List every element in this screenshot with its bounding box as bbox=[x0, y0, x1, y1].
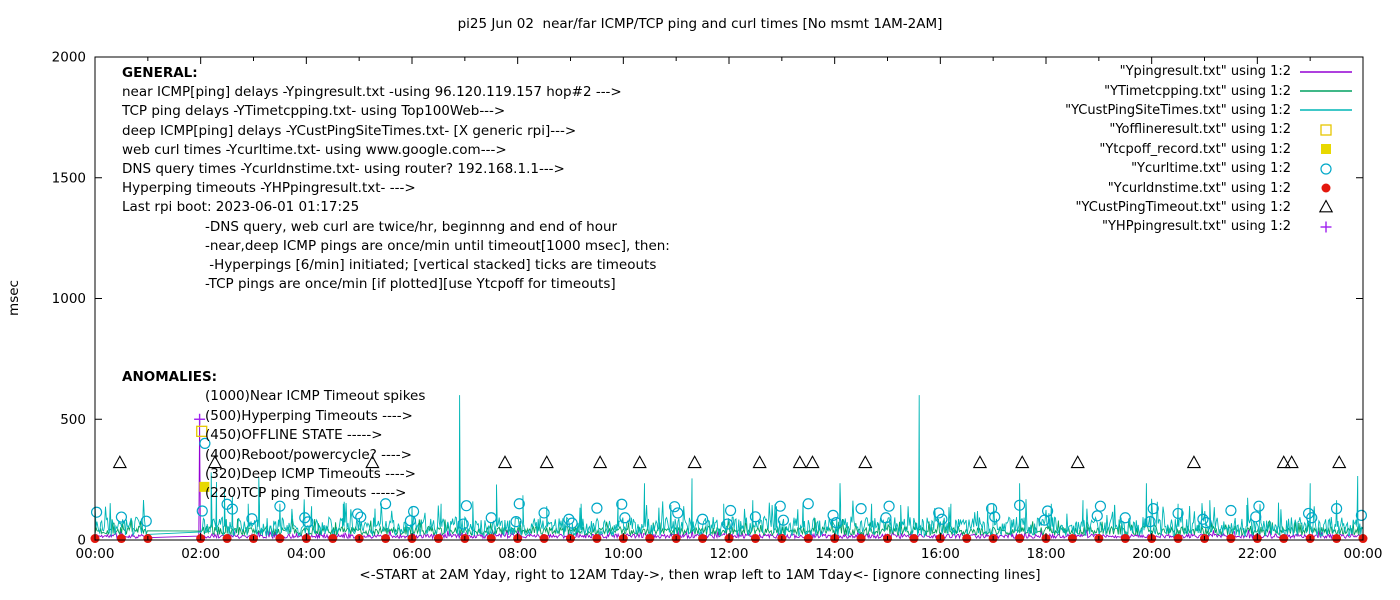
x-tick-label: 14:00 bbox=[815, 546, 854, 562]
x-tick-label: 02:00 bbox=[181, 546, 220, 562]
legend-label: "YCustPingTimeout.txt" using 1:2 bbox=[1075, 199, 1291, 215]
legend-label: "Ypingresult.txt" using 1:2 bbox=[1119, 64, 1291, 80]
annotation-line: Last rpi boot: 2023-06-01 01:17:25 bbox=[122, 199, 360, 216]
annotation-subline: -TCP pings are once/min [if plotted][use… bbox=[205, 276, 616, 293]
y-tick-label: 1500 bbox=[52, 170, 86, 186]
x-tick-label: 08:00 bbox=[498, 546, 537, 562]
annotation-subline: -near,deep ICMP pings are once/min until… bbox=[205, 237, 670, 254]
y-tick-label: 500 bbox=[60, 412, 86, 428]
legend-item-7: "YCustPingTimeout.txt" using 1:2 bbox=[1065, 198, 1357, 217]
y-tick-label: 0 bbox=[77, 533, 86, 549]
legend-label: "Yofflineresult.txt" using 1:2 bbox=[1109, 122, 1291, 138]
annotation-line: (500)Hyperping Timeouts ----> bbox=[205, 407, 413, 424]
x-tick-label: 04:00 bbox=[287, 546, 326, 562]
legend-label: "Ytcpoff_record.txt" using 1:2 bbox=[1099, 141, 1291, 157]
legend-item-5: "Ycurltime.txt" using 1:2 bbox=[1065, 159, 1357, 178]
annotation-line: (400)Reboot/powercycle? ----> bbox=[205, 446, 412, 463]
annotation-heading: ANOMALIES: bbox=[122, 369, 218, 385]
x-tick-label: 12:00 bbox=[710, 546, 749, 562]
x-tick-label: 18:00 bbox=[1027, 546, 1066, 562]
legend-label: "YHPpingresult.txt" using 1:2 bbox=[1102, 219, 1291, 235]
legend-item-6: "Ycurldnstime.txt" using 1:2 bbox=[1065, 178, 1357, 197]
annotation-line: (1000)Near ICMP Timeout spikes bbox=[205, 388, 426, 405]
annotation-line: (450)OFFLINE STATE -----> bbox=[205, 427, 383, 444]
annotation-heading: GENERAL: bbox=[122, 65, 198, 81]
x-tick-label: 00:00 bbox=[1344, 546, 1383, 562]
x-axis-label: <-START at 2AM Yday, right to 12AM Tday-… bbox=[359, 567, 1041, 583]
legend-label: "YTimetcpping.txt" using 1:2 bbox=[1104, 83, 1291, 99]
x-tick-label: 16:00 bbox=[921, 546, 960, 562]
annotation-line: deep ICMP[ping] delays -YCustPingSiteTim… bbox=[122, 122, 577, 139]
x-tick-label: 10:00 bbox=[604, 546, 643, 562]
annotation-subline: -Hyperpings [6/min] initiated; [vertical… bbox=[205, 257, 657, 274]
circle-open-legend-icon bbox=[1295, 161, 1357, 177]
annotation-line: Hyperping timeouts -YHPpingresult.txt- -… bbox=[122, 180, 416, 197]
annotation-line: web curl times -Ycurltime.txt- using www… bbox=[122, 141, 507, 158]
line-legend-icon bbox=[1295, 64, 1357, 80]
x-tick-label: 00:00 bbox=[76, 546, 115, 562]
legend-item-3: "Yofflineresult.txt" using 1:2 bbox=[1065, 120, 1357, 139]
series-yhppingresult bbox=[194, 413, 206, 425]
square-open-legend-icon bbox=[1295, 122, 1357, 138]
annotation-line: (320)Deep ICMP Timeouts ----> bbox=[205, 466, 416, 483]
series-ycustpingsitetimes bbox=[94, 395, 1364, 538]
annotation-line: near ICMP[ping] delays -Ypingresult.txt … bbox=[122, 84, 622, 101]
x-tick-label: 06:00 bbox=[393, 546, 432, 562]
series-ycurldnstime bbox=[90, 534, 1368, 544]
y-tick-label: 2000 bbox=[52, 50, 86, 66]
legend-item-4: "Ytcpoff_record.txt" using 1:2 bbox=[1065, 140, 1357, 159]
legend-label: "Ycurltime.txt" using 1:2 bbox=[1131, 161, 1291, 177]
line-legend-icon bbox=[1295, 83, 1357, 99]
series-ycurltime bbox=[90, 437, 1368, 530]
axes: 00:00 02:00 04:00 06:00 08:00 10:00 12:00 14:00… bbox=[52, 50, 1383, 563]
series-ytcpoff_record bbox=[199, 481, 210, 492]
legend-item-0: "Ypingresult.txt" using 1:2 bbox=[1065, 62, 1357, 81]
annotation-subline: -DNS query, web curl are twice/hr, begin… bbox=[205, 218, 618, 235]
chart-title: pi25 Jun 02 near/far ICMP/TCP ping and c… bbox=[457, 16, 943, 32]
y-tick-label: 1000 bbox=[52, 291, 86, 307]
annotation-line: TCP ping delays -YTimetcpping.txt- using… bbox=[122, 103, 506, 120]
series-ytimetcpping bbox=[94, 518, 1363, 537]
plus-legend-icon bbox=[1295, 219, 1357, 235]
legend-label: "YCustPingSiteTimes.txt" using 1:2 bbox=[1065, 102, 1291, 118]
ytimetcpping-line bbox=[94, 518, 1363, 537]
x-tick-label: 20:00 bbox=[1132, 546, 1171, 562]
x-tick-label: 22:00 bbox=[1238, 546, 1277, 562]
annotation-line: DNS query times -Ycurldnstime.txt- using… bbox=[122, 161, 565, 178]
legend-item-8: "YHPpingresult.txt" using 1:2 bbox=[1065, 217, 1357, 236]
anomalies-annotations: ANOMALIES: (1000)Near ICMP Timeout spikes… bbox=[122, 368, 425, 504]
series-ycustpingtimeout bbox=[112, 455, 1347, 469]
triangle-open-legend-icon bbox=[1295, 199, 1357, 215]
legend-label: "Ycurldnstime.txt" using 1:2 bbox=[1107, 180, 1291, 196]
legend: "Ypingresult.txt" using 1:2 "YTimetcpping… bbox=[1065, 62, 1357, 237]
legend-item-1: "YTimetcpping.txt" using 1:2 bbox=[1065, 81, 1357, 100]
square-filled-legend-icon bbox=[1295, 141, 1357, 157]
line-legend-icon bbox=[1295, 102, 1357, 118]
annotation-line: (220)TCP ping Timeouts -----> bbox=[205, 485, 407, 502]
series-yofflineresult bbox=[196, 425, 208, 437]
circle-filled-legend-icon bbox=[1295, 180, 1357, 196]
general-annotations: GENERAL: near ICMP[ping] delays -Ypingres… bbox=[122, 64, 670, 294]
legend-item-2: "YCustPingSiteTimes.txt" using 1:2 bbox=[1065, 101, 1357, 120]
ycustpingsitetimes-line bbox=[94, 395, 1364, 538]
